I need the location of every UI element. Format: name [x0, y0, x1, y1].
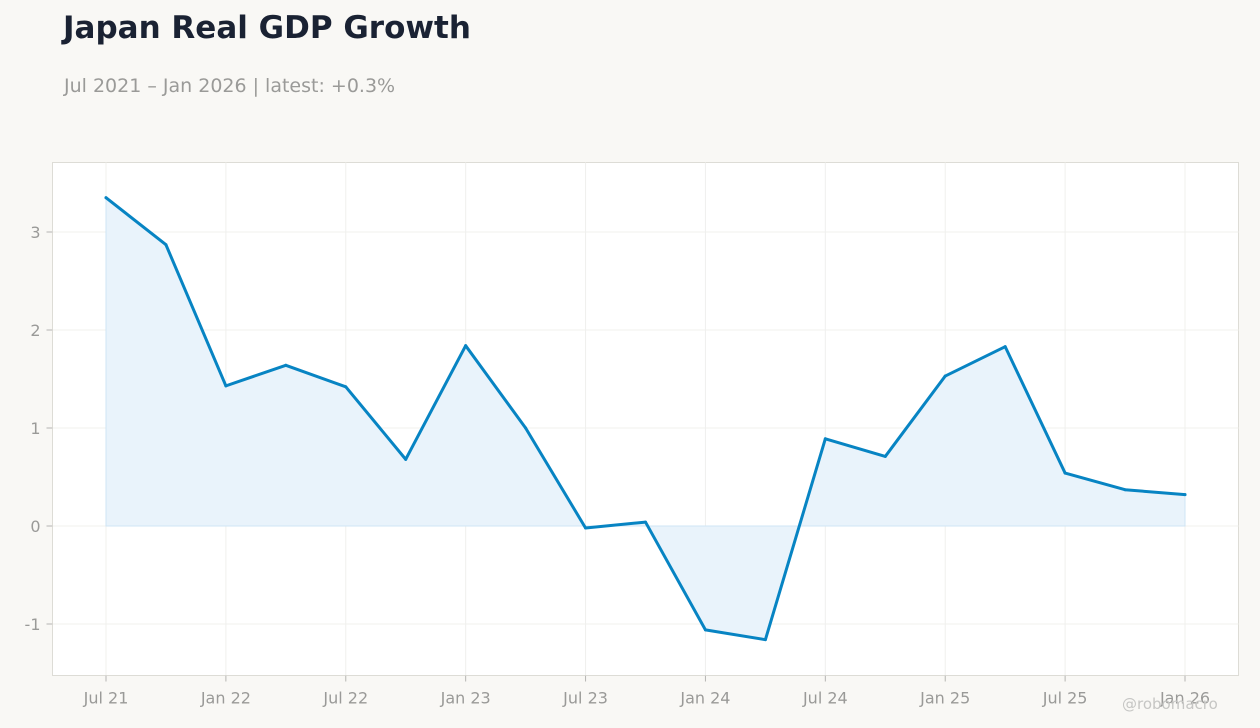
data-point [943, 374, 947, 378]
data-point [1183, 493, 1187, 497]
data-point [224, 384, 228, 388]
y-tick-label: 1 [30, 419, 40, 438]
data-point [404, 457, 408, 461]
chart-subtitle: Jul 2021 – Jan 2026 | latest: +0.3% [64, 75, 396, 97]
data-point [344, 385, 348, 389]
data-point [703, 628, 707, 632]
data-point [164, 243, 168, 247]
data-point [464, 344, 468, 348]
x-tick-label: Jan 25 [919, 689, 970, 708]
x-tick-label: Jul 25 [1042, 689, 1088, 708]
line-layer [104, 196, 1187, 642]
data-point [584, 526, 588, 530]
data-point [1123, 488, 1127, 492]
y-axis-ticks: -1 0 1 2 3 [25, 223, 53, 634]
data-point [883, 454, 887, 458]
x-tick-label: Jan 24 [679, 689, 730, 708]
watermark: @robomacro [1122, 695, 1218, 713]
chart-title: Japan Real GDP Growth [63, 10, 471, 46]
x-tick-label: Jul 23 [562, 689, 608, 708]
y-tick-label: 3 [30, 223, 40, 242]
x-tick-label: Jul 24 [802, 689, 848, 708]
x-tick-label: Jul 21 [83, 689, 129, 708]
data-point [644, 520, 647, 524]
x-tick-label: Jul 22 [322, 689, 368, 708]
data-point [1063, 471, 1067, 475]
x-axis-ticks: Jul 21 Jan 22 Jul 22 Jan 23 Jul 23 Jan 24 Jul … [83, 675, 1210, 708]
x-tick-label: Jan 22 [200, 689, 251, 708]
data-point [524, 426, 528, 430]
x-tick-label: Jan 23 [440, 689, 491, 708]
data-point [284, 363, 288, 367]
data-point [1003, 345, 1007, 349]
y-tick-label: -1 [25, 615, 41, 634]
data-point [104, 196, 108, 200]
data-point [763, 638, 767, 642]
x-tick-label: Jan 26 [1159, 689, 1210, 708]
data-point [823, 437, 827, 441]
y-tick-label: 0 [30, 517, 40, 536]
y-tick-label: 2 [30, 321, 40, 340]
